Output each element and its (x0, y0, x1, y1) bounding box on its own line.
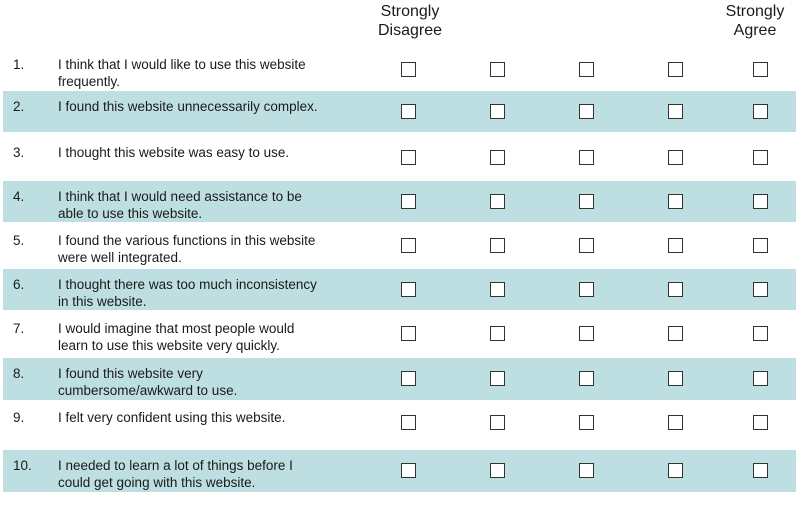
question-row-8: 8. I found this website very cumbersome/… (3, 358, 796, 400)
question-row-1: 1. I think that I would like to use this… (3, 49, 796, 91)
checkbox-strongly-disagree[interactable] (401, 326, 416, 341)
question-row-6: 6. I thought there was too much inconsis… (3, 269, 796, 310)
checkbox-strongly-disagree[interactable] (401, 150, 416, 165)
question-number: 2. (13, 99, 25, 114)
question-row-9: 9. I felt very confident using this webs… (3, 402, 796, 444)
question-number: 8. (13, 366, 25, 381)
checkbox-strongly-agree[interactable] (753, 371, 768, 386)
checkbox-disagree[interactable] (490, 282, 505, 297)
checkbox-neutral[interactable] (579, 62, 594, 77)
checkbox-strongly-agree[interactable] (753, 194, 768, 209)
question-text: I think that I would like to use this we… (58, 57, 306, 89)
question-number: 6. (13, 277, 25, 292)
checkbox-neutral[interactable] (579, 282, 594, 297)
checkbox-strongly-agree[interactable] (753, 150, 768, 165)
checkbox-neutral[interactable] (579, 415, 594, 430)
checkbox-disagree[interactable] (490, 238, 505, 253)
checkbox-agree[interactable] (668, 104, 683, 119)
question-text: I found the various functions in this we… (58, 233, 316, 265)
checkbox-neutral[interactable] (579, 463, 594, 478)
checkbox-agree[interactable] (668, 371, 683, 386)
checkbox-disagree[interactable] (490, 415, 505, 430)
checkbox-strongly-disagree[interactable] (401, 104, 416, 119)
checkbox-disagree[interactable] (490, 326, 505, 341)
checkbox-disagree[interactable] (490, 62, 505, 77)
checkbox-disagree[interactable] (490, 194, 505, 209)
checkbox-strongly-disagree[interactable] (401, 415, 416, 430)
checkbox-disagree[interactable] (490, 371, 505, 386)
checkbox-disagree[interactable] (490, 463, 505, 478)
checkbox-neutral[interactable] (579, 238, 594, 253)
question-number: 1. (13, 57, 25, 72)
scale-label-strongly-agree: Strongly Agree (725, 3, 785, 39)
checkbox-agree[interactable] (668, 463, 683, 478)
question-number: 3. (13, 145, 25, 160)
checkbox-strongly-agree[interactable] (753, 282, 768, 297)
checkbox-agree[interactable] (668, 282, 683, 297)
question-text: I found this website unnecessarily compl… (58, 99, 318, 114)
checkbox-agree[interactable] (668, 150, 683, 165)
checkbox-agree[interactable] (668, 415, 683, 430)
question-row-3: 3. I thought this website was easy to us… (3, 137, 796, 179)
checkbox-strongly-agree[interactable] (753, 463, 768, 478)
checkbox-neutral[interactable] (579, 194, 594, 209)
question-text: I think that I would need assistance to … (58, 189, 302, 221)
question-text: I thought there was too much inconsisten… (58, 277, 317, 309)
checkbox-strongly-disagree[interactable] (401, 194, 416, 209)
checkbox-strongly-agree[interactable] (753, 62, 768, 77)
question-row-7: 7. I would imagine that most people woul… (3, 313, 796, 355)
question-number: 4. (13, 189, 25, 204)
question-text: I thought this website was easy to use. (58, 145, 290, 160)
question-row-5: 5. I found the various functions in this… (3, 225, 796, 267)
checkbox-neutral[interactable] (579, 326, 594, 341)
question-number: 5. (13, 233, 25, 248)
checkbox-neutral[interactable] (579, 150, 594, 165)
checkbox-agree[interactable] (668, 238, 683, 253)
checkbox-strongly-agree[interactable] (753, 104, 768, 119)
checkbox-strongly-agree[interactable] (753, 415, 768, 430)
question-row-10: 10. I needed to learn a lot of things be… (3, 450, 796, 492)
question-row-2: 2. I found this website unnecessarily co… (3, 91, 796, 132)
checkbox-agree[interactable] (668, 194, 683, 209)
checkbox-strongly-disagree[interactable] (401, 62, 416, 77)
question-row-4: 4. I think that I would need assistance … (3, 181, 796, 222)
checkbox-strongly-disagree[interactable] (401, 238, 416, 253)
scale-label-strongly-disagree: Strongly Disagree (377, 3, 443, 39)
checkbox-neutral[interactable] (579, 104, 594, 119)
question-text: I found this website very cumbersome/awk… (58, 366, 238, 398)
checkbox-strongly-disagree[interactable] (401, 371, 416, 386)
checkbox-strongly-agree[interactable] (753, 326, 768, 341)
checkbox-disagree[interactable] (490, 150, 505, 165)
checkbox-strongly-disagree[interactable] (401, 282, 416, 297)
checkbox-strongly-disagree[interactable] (401, 463, 416, 478)
checkbox-agree[interactable] (668, 62, 683, 77)
question-text: I would imagine that most people would l… (58, 321, 295, 353)
checkbox-neutral[interactable] (579, 371, 594, 386)
question-number: 10. (13, 458, 32, 473)
checkbox-disagree[interactable] (490, 104, 505, 119)
question-text: I felt very confident using this website… (58, 410, 286, 425)
checkbox-strongly-agree[interactable] (753, 238, 768, 253)
question-number: 7. (13, 321, 25, 336)
checkbox-agree[interactable] (668, 326, 683, 341)
question-number: 9. (13, 410, 25, 425)
question-text: I needed to learn a lot of things before… (58, 458, 293, 490)
